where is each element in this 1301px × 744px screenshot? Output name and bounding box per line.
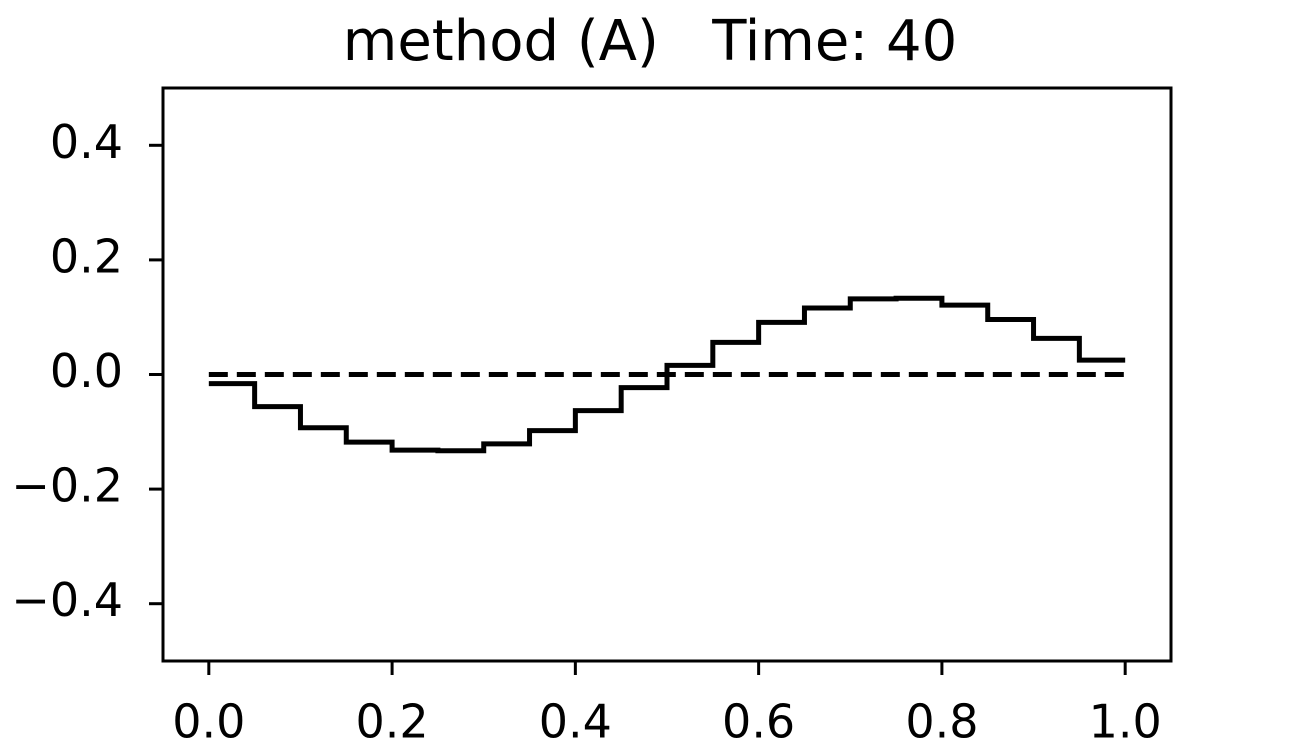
- x-tick-label: 0.4: [539, 695, 612, 744]
- y-tick-label: −0.2: [11, 459, 123, 513]
- x-tick-label: 0.2: [356, 695, 429, 744]
- y-tick-label: 0.0: [50, 344, 123, 398]
- plot-frame: [161, 86, 1173, 663]
- y-tick-label: 0.2: [50, 229, 123, 283]
- x-tick-label: 0.0: [172, 695, 245, 744]
- chart-title: method (A) Time: 40: [343, 9, 957, 74]
- x-tick-label: 0.6: [722, 695, 795, 744]
- x-tick-label: 0.8: [905, 695, 978, 744]
- y-tick-label: −0.4: [11, 573, 123, 627]
- y-tick-label: 0.4: [50, 115, 123, 169]
- x-tick-label: 1.0: [1089, 695, 1162, 744]
